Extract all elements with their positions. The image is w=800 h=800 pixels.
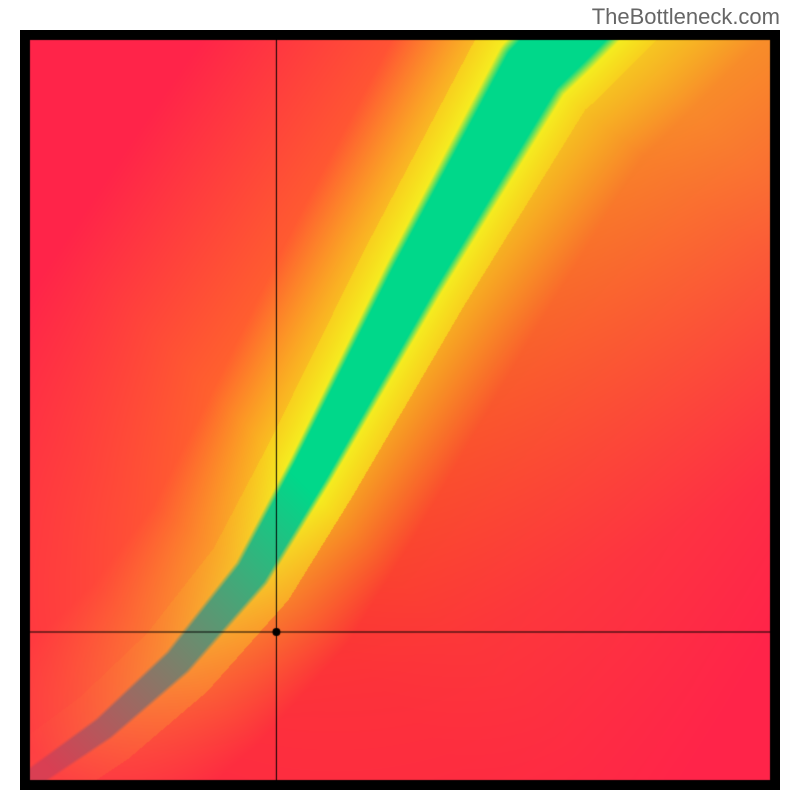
watermark-text: TheBottleneck.com [592,4,780,30]
heatmap-plot [20,30,780,790]
heatmap-canvas [20,30,780,790]
